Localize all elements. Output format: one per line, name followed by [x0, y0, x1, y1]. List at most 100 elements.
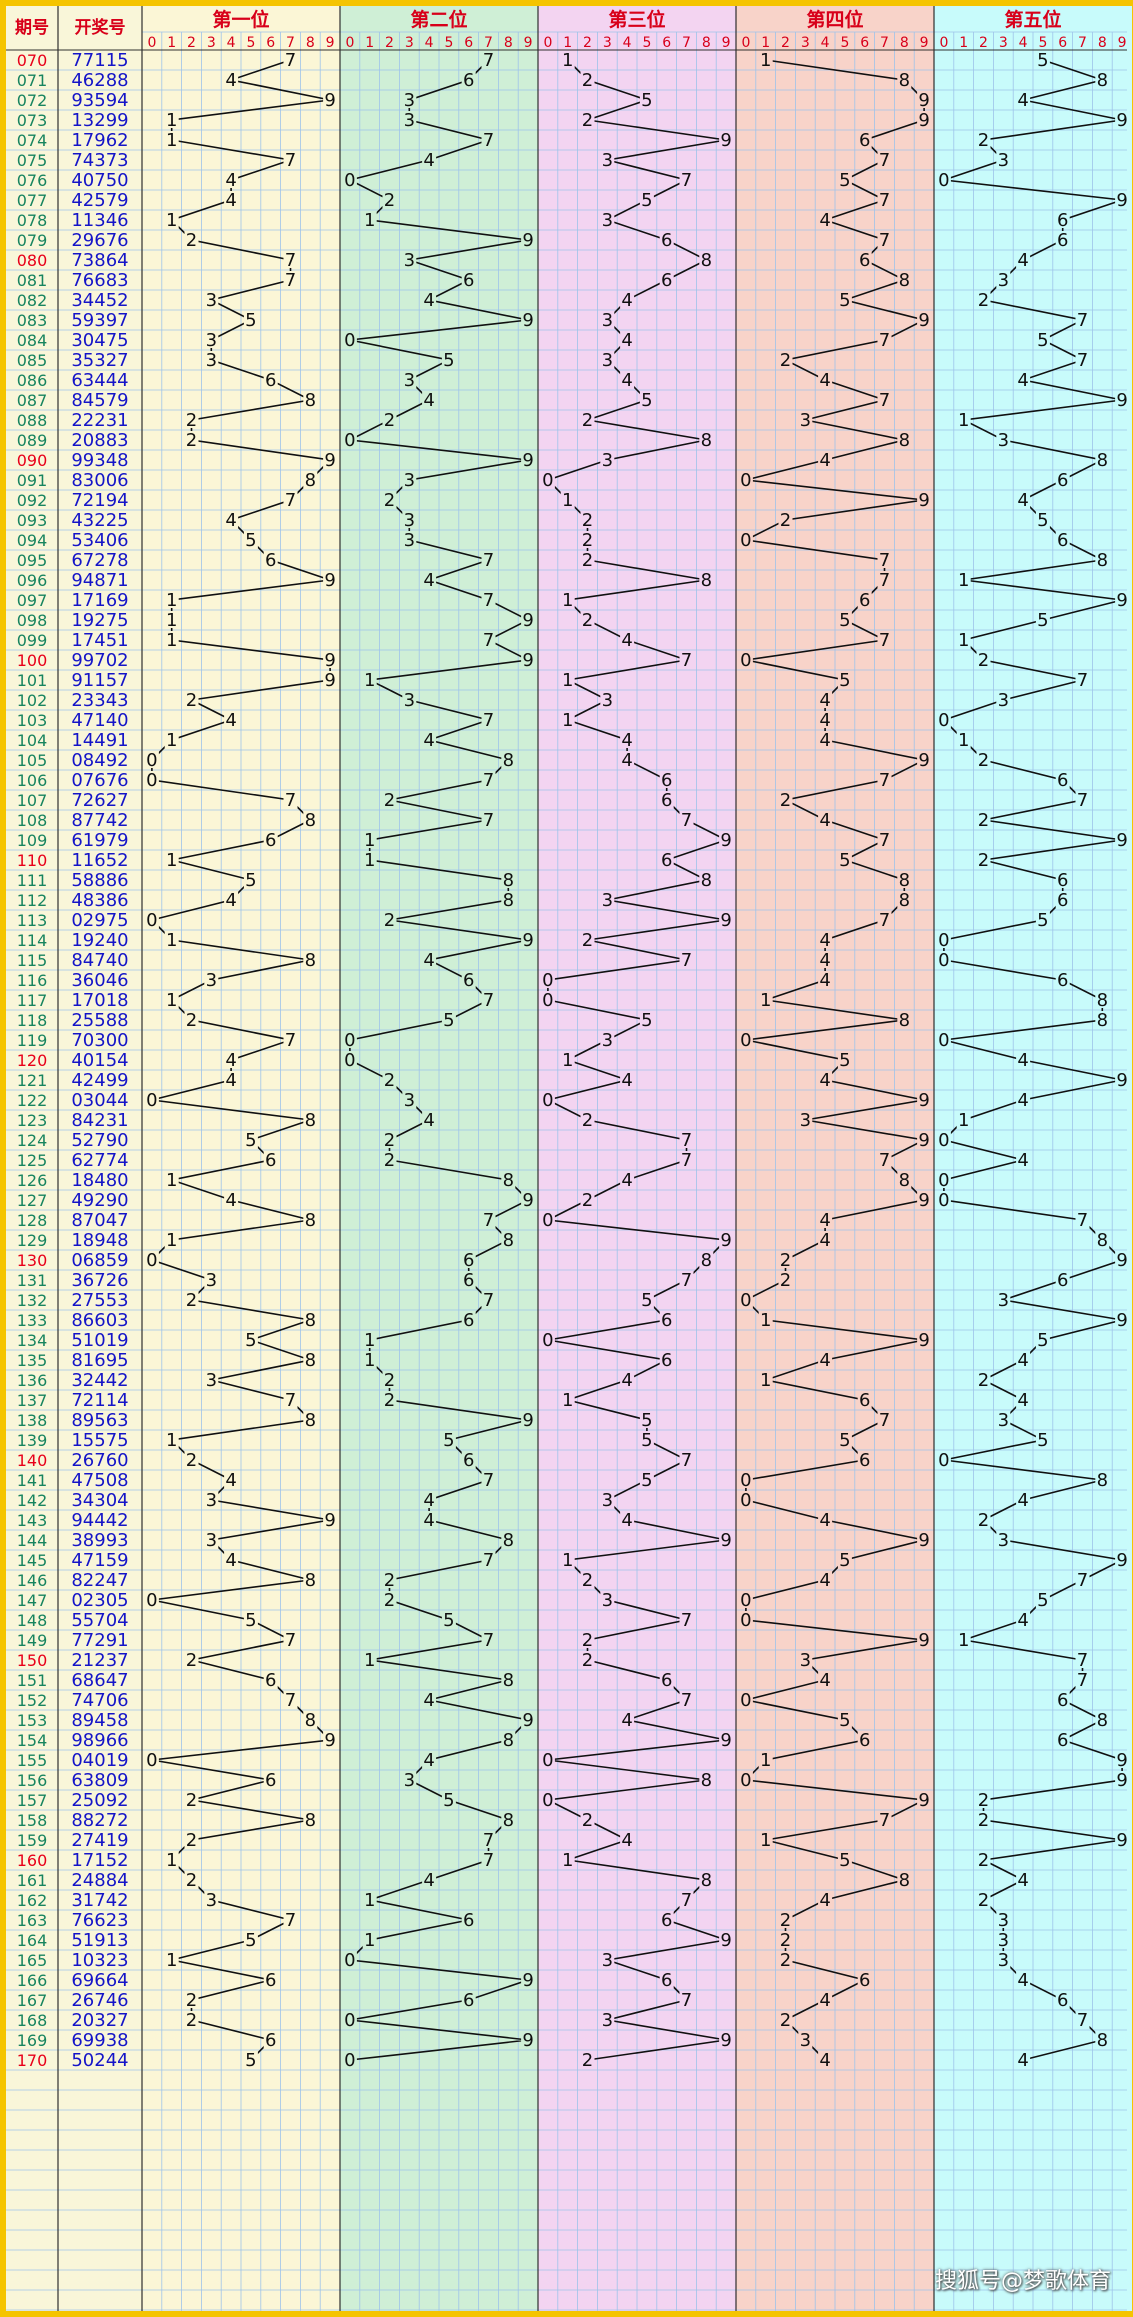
period-number: 105	[17, 751, 48, 770]
digit-mark: 4	[1017, 1490, 1028, 1511]
period-number: 139	[17, 1431, 48, 1450]
digit-column-label: 2	[979, 35, 988, 51]
digit-mark: 4	[819, 210, 830, 231]
digit-column-label: 3	[207, 35, 216, 51]
digit-mark-background	[778, 1251, 793, 1268]
digit-mark: 1	[166, 930, 177, 951]
period-number: 131	[17, 1271, 48, 1290]
period-number: 163	[17, 1911, 48, 1930]
digit-mark: 5	[1037, 510, 1048, 531]
digit-mark: 8	[503, 890, 514, 911]
digit-mark: 2	[384, 790, 395, 811]
digit-mark: 4	[225, 1050, 236, 1071]
digit-mark-background	[818, 1991, 833, 2008]
digit-mark: 9	[918, 310, 929, 331]
digit-mark: 0	[344, 2050, 355, 2071]
digit-mark-background	[441, 351, 456, 368]
digit-mark-background	[620, 1171, 635, 1188]
digit-mark-background	[580, 1811, 595, 1828]
draw-number: 62774	[71, 1150, 128, 1171]
digit-mark-background	[818, 691, 833, 708]
digit-mark-background	[402, 691, 417, 708]
digit-mark: 7	[681, 810, 692, 831]
digit-mark: 2	[978, 850, 989, 871]
digit-mark-background	[303, 1811, 318, 1828]
digit-mark: 7	[483, 630, 494, 651]
digit-mark: 4	[621, 1170, 632, 1191]
digit-mark: 2	[978, 650, 989, 671]
digit-mark: 7	[285, 1690, 296, 1711]
digit-mark-background	[600, 351, 615, 368]
digit-mark: 5	[245, 310, 256, 331]
digit-mark-background	[1016, 1611, 1031, 1628]
digit-mark: 3	[602, 690, 613, 711]
digit-mark-background	[917, 1091, 932, 1108]
draw-number: 99348	[71, 450, 128, 471]
digit-mark: 3	[998, 1910, 1009, 1931]
digit-mark-background	[362, 1651, 377, 1668]
draw-number: 50244	[71, 2050, 128, 2071]
digit-column-label: 1	[761, 35, 770, 51]
digit-mark: 6	[1057, 530, 1068, 551]
digit-mark-background	[164, 931, 179, 948]
digit-mark: 1	[760, 50, 771, 71]
digit-mark-background	[1115, 111, 1130, 128]
digit-column-label: 9	[722, 35, 731, 51]
digit-mark-background	[560, 711, 575, 728]
draw-number: 49290	[71, 1190, 128, 1211]
digit-mark-background	[758, 1311, 773, 1328]
digit-mark: 7	[681, 950, 692, 971]
digit-mark: 2	[582, 1630, 593, 1651]
digit-mark: 5	[245, 870, 256, 891]
digit-mark: 8	[1097, 450, 1108, 471]
digit-mark: 7	[1077, 350, 1088, 371]
digit-mark-background	[402, 1771, 417, 1788]
digit-mark: 4	[819, 1990, 830, 2011]
period-number: 081	[17, 271, 48, 290]
digit-mark: 4	[423, 1750, 434, 1771]
digit-mark: 7	[1077, 310, 1088, 331]
period-number: 136	[17, 1371, 48, 1390]
digit-mark: 9	[522, 930, 533, 951]
period-number: 120	[17, 1051, 48, 1070]
digit-mark-background	[560, 1391, 575, 1408]
period-number: 151	[17, 1671, 48, 1690]
draw-number: 84740	[71, 950, 128, 971]
digit-mark: 9	[1116, 1750, 1127, 1771]
digit-mark-background	[402, 531, 417, 548]
digit-mark-background	[362, 671, 377, 688]
digit-mark-background	[1115, 1831, 1130, 1848]
digit-mark-background	[620, 1371, 635, 1388]
digit-mark: 6	[463, 970, 474, 991]
digit-mark: 0	[740, 1470, 751, 1491]
digit-mark-background	[422, 1691, 437, 1708]
digit-mark-background	[877, 391, 892, 408]
digit-mark: 8	[503, 1170, 514, 1191]
digit-mark-background	[798, 2031, 813, 2048]
draw-number: 74706	[71, 1690, 128, 1711]
digit-mark: 7	[879, 390, 890, 411]
period-number: 109	[17, 831, 48, 850]
digit-mark-background	[164, 211, 179, 228]
digit-mark: 7	[483, 810, 494, 831]
digit-mark-background	[996, 1951, 1011, 1968]
digit-mark: 5	[245, 1610, 256, 1631]
digit-mark: 6	[1057, 970, 1068, 991]
digit-mark: 4	[621, 1830, 632, 1851]
digit-mark-background	[362, 1331, 377, 1348]
digit-mark-background	[738, 1771, 753, 1788]
digit-mark: 3	[404, 510, 415, 531]
digit-mark: 6	[1057, 1990, 1068, 2011]
digit-mark: 4	[1017, 1610, 1028, 1631]
digit-mark-background	[1016, 1871, 1031, 1888]
digit-mark: 4	[819, 1210, 830, 1231]
digit-mark: 6	[859, 130, 870, 151]
digit-column-label: 1	[563, 35, 572, 51]
digit-mark: 8	[1097, 1230, 1108, 1251]
digit-mark: 6	[1057, 1270, 1068, 1291]
draw-number: 47140	[71, 710, 128, 731]
digit-mark-background	[620, 331, 635, 348]
digit-mark-background	[837, 851, 852, 868]
digit-mark: 1	[760, 990, 771, 1011]
